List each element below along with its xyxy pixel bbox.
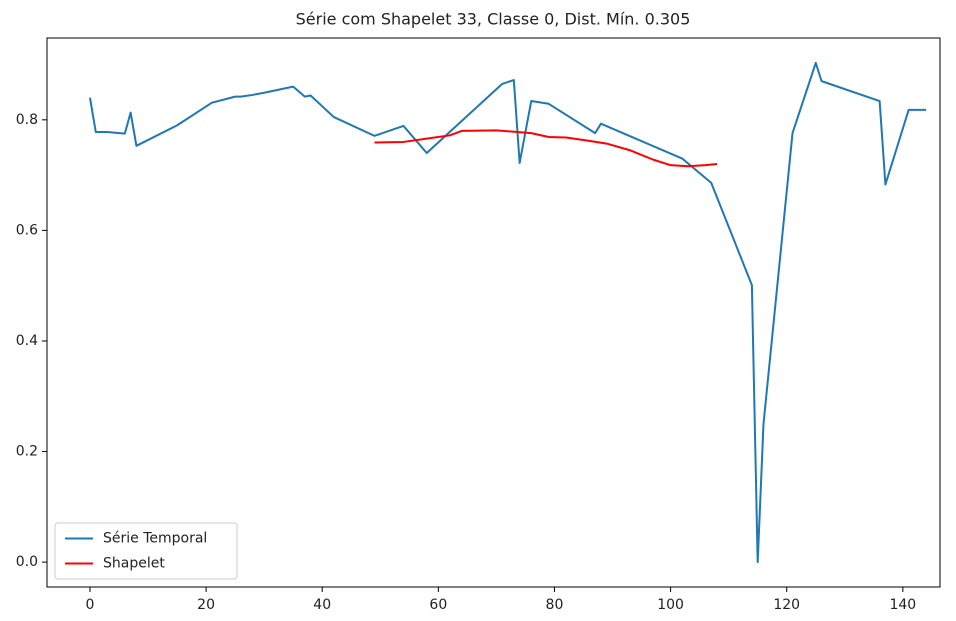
series-line <box>374 129 718 168</box>
x-tick-label: 140 <box>889 597 916 613</box>
x-tick-label: 100 <box>657 597 684 613</box>
series-line <box>88 61 927 564</box>
x-tick-label: 40 <box>313 597 331 613</box>
chart-title: Série com Shapelet 33, Classe 0, Dist. M… <box>296 10 691 29</box>
x-tick-label: 60 <box>429 597 447 613</box>
y-tick-label: 0.0 <box>16 554 38 570</box>
x-tick-label: 0 <box>86 597 95 613</box>
x-tick-label: 120 <box>773 597 800 613</box>
y-tick-label: 0.4 <box>16 333 38 349</box>
plot-frame <box>46 37 941 588</box>
y-tick-label: 0.2 <box>16 444 38 460</box>
y-tick-label: 0.8 <box>16 112 38 128</box>
x-tick-label: 20 <box>197 597 215 613</box>
legend-label: Série Temporal <box>103 531 207 547</box>
y-tick-label: 0.6 <box>16 222 38 238</box>
x-tick-label: 80 <box>546 597 564 613</box>
legend-label: Shapelet <box>103 556 165 572</box>
legend-box <box>54 522 238 580</box>
